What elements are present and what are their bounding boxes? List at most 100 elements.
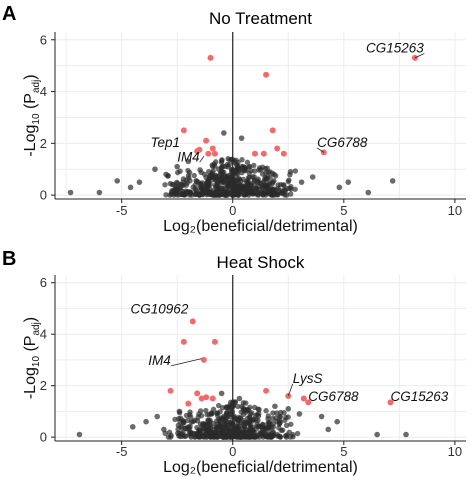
point-nonsignificant: [278, 181, 284, 188]
point-significant: [260, 150, 267, 157]
point-nonsignificant: [285, 178, 291, 185]
panel-letter: B: [2, 248, 16, 270]
point-nonsignificant: [201, 434, 207, 440]
point-nonsignificant: [285, 406, 292, 412]
label-leader-line: [414, 53, 425, 59]
point-significant: [209, 145, 216, 152]
point-significant: [185, 400, 192, 407]
y-tick-label: 4: [40, 327, 47, 342]
point-nonsignificant: [163, 192, 169, 198]
label-leader-line: [170, 358, 202, 367]
point-nonsignificant: [288, 186, 294, 192]
gene-label: CG15263: [366, 41, 424, 56]
point-nonsignificant: [129, 424, 136, 430]
point-nonsignificant: [207, 174, 214, 181]
point-nonsignificant: [267, 420, 273, 427]
point-nonsignificant: [253, 417, 259, 423]
point-nonsignificant: [193, 178, 199, 184]
panel-letter: A: [2, 3, 16, 25]
point-significant: [205, 150, 212, 157]
y-tick-label: 0: [40, 430, 47, 445]
point-nonsignificant: [256, 406, 262, 413]
point-nonsignificant: [255, 413, 262, 419]
point-nonsignificant: [201, 171, 208, 178]
point-significant: [211, 338, 218, 345]
point-nonsignificant: [218, 390, 225, 397]
x-tick-label: -5: [116, 444, 128, 459]
point-nonsignificant: [287, 169, 294, 175]
gene-label: CG6788: [317, 135, 368, 150]
point-significant: [200, 356, 207, 363]
gene-label: LysS: [293, 371, 323, 386]
point-nonsignificant: [242, 429, 248, 435]
point-nonsignificant: [262, 166, 269, 172]
point-nonsignificant: [287, 191, 294, 197]
x-axis-label: Log₂(beneficial/detrimental): [163, 459, 358, 476]
point-nonsignificant: [241, 167, 247, 174]
point-nonsignificant: [271, 190, 278, 197]
point-nonsignificant: [224, 409, 230, 416]
point-nonsignificant: [256, 167, 262, 173]
point-nonsignificant: [244, 184, 251, 190]
point-nonsignificant: [96, 189, 103, 196]
point-nonsignificant: [213, 192, 220, 198]
point-nonsignificant: [251, 174, 257, 180]
point-nonsignificant: [154, 413, 160, 420]
x-tick-label: 10: [448, 203, 462, 218]
point-nonsignificant: [114, 178, 121, 184]
point-significant: [280, 150, 287, 157]
point-nonsignificant: [227, 157, 233, 163]
point-nonsignificant: [238, 135, 245, 141]
point-nonsignificant: [209, 162, 215, 168]
x-tick-label: 0: [229, 203, 236, 218]
point-nonsignificant: [255, 192, 261, 198]
point-nonsignificant: [282, 433, 289, 439]
gene-label: Tep1: [151, 135, 181, 150]
point-significant: [207, 54, 214, 61]
point-nonsignificant: [152, 166, 158, 173]
point-significant: [194, 390, 201, 397]
point-nonsignificant: [174, 169, 181, 176]
point-nonsignificant: [162, 182, 168, 188]
point-nonsignificant: [309, 174, 316, 180]
point-nonsignificant: [269, 170, 276, 176]
point-nonsignificant: [224, 421, 230, 428]
point-nonsignificant: [190, 418, 196, 425]
point-nonsignificant: [217, 409, 223, 415]
point-significant: [196, 146, 203, 153]
point-nonsignificant: [218, 159, 225, 166]
point-nonsignificant: [187, 409, 193, 415]
points-layer: [76, 318, 409, 440]
point-nonsignificant: [187, 178, 193, 184]
point-nonsignificant: [365, 189, 372, 196]
point-nonsignificant: [127, 184, 134, 191]
x-tick-label: 0: [229, 444, 236, 459]
point-nonsignificant: [246, 192, 252, 198]
point-nonsignificant: [185, 167, 191, 174]
point-nonsignificant: [213, 173, 219, 179]
point-nonsignificant: [265, 416, 271, 422]
point-nonsignificant: [336, 184, 343, 191]
point-nonsignificant: [209, 191, 215, 197]
panel-title: Heat Shock: [217, 253, 305, 272]
point-significant: [263, 71, 270, 78]
y-tick-label: 4: [40, 84, 47, 99]
point-nonsignificant: [172, 416, 178, 423]
point-nonsignificant: [193, 191, 199, 198]
point-nonsignificant: [173, 179, 180, 186]
point-nonsignificant: [252, 182, 258, 189]
point-significant: [189, 318, 196, 325]
point-nonsignificant: [261, 177, 268, 183]
point-nonsignificant: [176, 408, 183, 415]
point-nonsignificant: [188, 190, 194, 196]
point-nonsignificant: [249, 418, 255, 424]
point-nonsignificant: [223, 404, 229, 411]
point-nonsignificant: [180, 176, 187, 182]
point-nonsignificant: [187, 423, 193, 430]
x-tick-label: -5: [116, 203, 128, 218]
point-nonsignificant: [283, 192, 290, 198]
point-significant: [269, 127, 276, 134]
point-nonsignificant: [203, 180, 210, 187]
point-nonsignificant: [180, 418, 186, 424]
x-tick-label: 5: [340, 203, 347, 218]
